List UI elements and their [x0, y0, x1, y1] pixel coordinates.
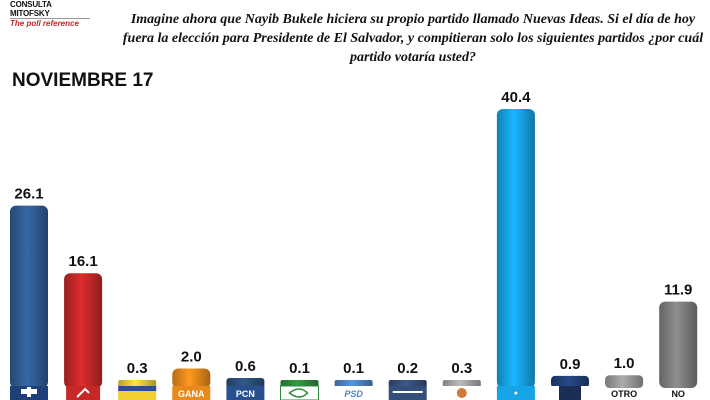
value-label-3: 0.3 — [127, 360, 148, 377]
period-label: NOVIEMBRE 17 — [12, 70, 154, 91]
category-emblem-12: OTRO — [611, 389, 637, 399]
bar-9 — [442, 379, 481, 388]
logo-tagline: The poll reference — [10, 19, 79, 28]
bar-2 — [64, 273, 103, 388]
value-label-6: 0.1 — [289, 360, 310, 377]
category-emblem-7: PSD — [334, 386, 373, 400]
value-label-7: 0.1 — [343, 360, 364, 377]
value-label-2: 16.1 — [68, 253, 97, 270]
category-emblem-10 — [496, 386, 535, 400]
value-label-8: 0.2 — [397, 360, 418, 377]
category-label-7: PSD — [344, 389, 363, 399]
category-label-5: PCN — [236, 389, 255, 399]
bar-12 — [605, 375, 644, 388]
value-label-5: 0.6 — [235, 358, 256, 375]
category-emblem-4: GANA — [172, 386, 211, 400]
category-emblem-2 — [64, 386, 103, 400]
category-label-4: GANA — [178, 389, 205, 399]
value-label-4: 2.0 — [181, 348, 202, 365]
bar-13 — [659, 301, 698, 388]
bar-4 — [172, 368, 211, 388]
category-emblem-5: PCN — [226, 386, 265, 400]
category-emblem-9 — [442, 386, 481, 400]
bar-10 — [496, 109, 535, 389]
category-emblem-1 — [10, 386, 48, 400]
category-label-12: OTRO — [611, 389, 637, 399]
category-emblem-3 — [118, 386, 157, 400]
bar-1 — [10, 205, 48, 388]
category-emblem-8 — [388, 386, 427, 400]
category-label-13: NO — [671, 389, 685, 399]
category-emblem-13: NO — [671, 389, 685, 399]
value-label-13: 11.9 — [664, 282, 692, 299]
category-emblem-11 — [551, 386, 589, 400]
category-emblem-6 — [280, 385, 319, 400]
logo-wordmark: CONSULTA MITOFSKY — [10, 0, 90, 19]
value-label-9: 0.3 — [451, 360, 472, 377]
bar-5 — [226, 377, 265, 388]
mitofsky-logo: CONSULTA MITOFSKY The poll reference — [10, 0, 90, 29]
value-label-11: 0.9 — [560, 356, 581, 373]
survey-question: Imagine ahora que Nayib Bukele hiciera s… — [122, 12, 704, 65]
value-label-10: 40.4 — [501, 89, 531, 106]
bar-3 — [118, 379, 157, 388]
value-label-12: 1.0 — [614, 355, 635, 372]
value-label-1: 26.1 — [14, 186, 43, 203]
bar-11 — [551, 375, 589, 388]
